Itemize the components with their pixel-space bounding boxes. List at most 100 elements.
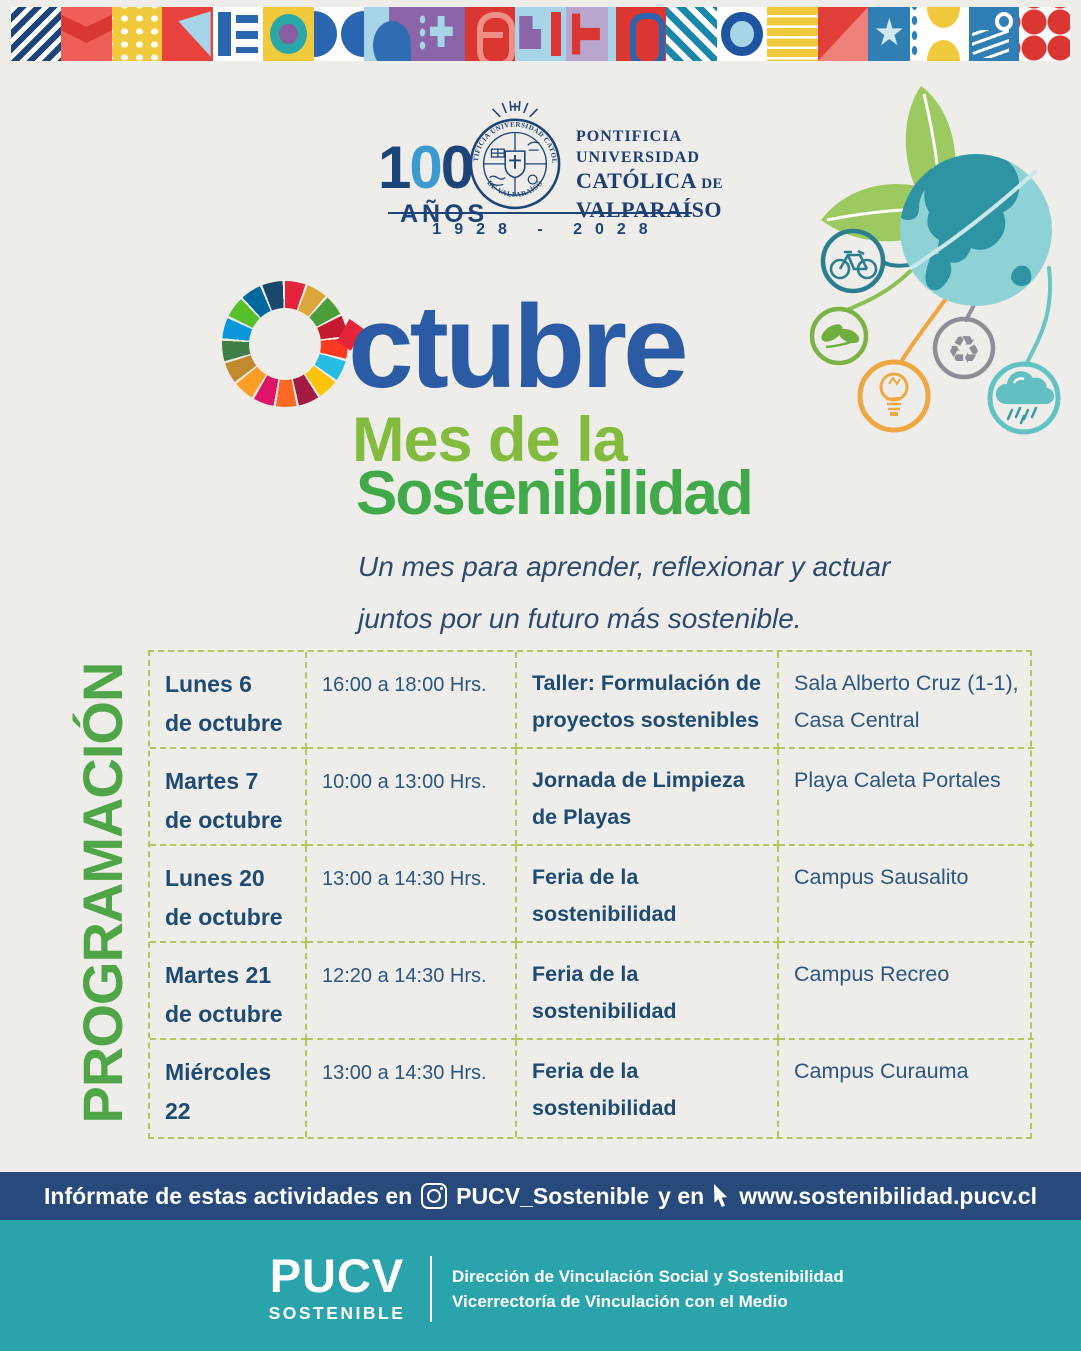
university-name: PONTIFICIA UNIVERSIDAD CATÓLICA DE VALPA… xyxy=(576,126,723,223)
banner-tile-cross-icon xyxy=(414,7,465,61)
rain-cloud-icon xyxy=(987,361,1061,435)
schedule-table: Lunes 6 de octubre 16:00 a 18:00 Hrs. Tal… xyxy=(148,650,1034,1139)
event-line2: sostenibilidad xyxy=(532,998,677,1023)
time-cell: 12:20 a 14:30 Hrs. xyxy=(307,943,517,1040)
location-line1: Sala Alberto Cruz (1-1), xyxy=(794,671,1019,695)
pucv-sostenible-logo: PUCV SOSTENIBLE xyxy=(266,1252,408,1324)
banner-tile-ring-icon xyxy=(263,7,314,61)
banner-tile-red-circles-icon xyxy=(1019,7,1070,61)
centennial-anos: AÑOS xyxy=(400,200,489,228)
event-line2: sostenibilidad xyxy=(532,1095,677,1120)
digit-1: 1 xyxy=(378,134,411,201)
banner-tile-halfdiscs-icon xyxy=(313,7,364,61)
location-cell: Playa Caleta Portales xyxy=(779,749,1034,846)
recycle-icon: ♻ xyxy=(932,316,996,380)
date-day: Miércoles 22 xyxy=(165,1059,272,1125)
earth-eco-illustration: ♻ xyxy=(809,86,1061,435)
banner-tile-star-icon xyxy=(868,7,919,61)
lockup-divider xyxy=(388,212,692,214)
banner-tile-stripes-icon xyxy=(11,7,62,61)
instagram-handle: PUCV_Sostenible xyxy=(456,1182,650,1209)
department-line2: Vicerrectoría de Vinculación con el Medi… xyxy=(452,1291,788,1311)
location-line1: Playa Caleta Portales xyxy=(794,768,1001,792)
banner-tile-eight-icon xyxy=(464,7,516,61)
banner-tile-stamp-icon xyxy=(969,7,1020,61)
date-day: Martes 21 xyxy=(165,962,272,988)
location-line2: Casa Central xyxy=(794,707,920,732)
event-line1: Feria de la xyxy=(532,865,639,889)
de-text: DE xyxy=(696,176,724,192)
time-text: 10:00 a 13:00 Hrs. xyxy=(322,771,487,793)
banner-tile-blob-icon xyxy=(363,7,415,61)
time-text: 13:00 a 14:30 Hrs. xyxy=(322,868,487,890)
sdg-color-wheel-icon xyxy=(222,281,348,407)
time-cell: 10:00 a 13:00 Hrs. xyxy=(307,749,517,846)
banner-tile-chevron-icon xyxy=(61,7,112,61)
banner-tile-bars-icon xyxy=(212,7,264,61)
location-cell: Sala Alberto Cruz (1-1), Casa Central xyxy=(779,652,1034,749)
centennial-logo: 100 AÑOS xyxy=(378,138,488,229)
date-day: Lunes 6 xyxy=(165,671,252,697)
banner-tile-halfcircles-icon xyxy=(918,7,970,61)
banner-tile-waves-icon xyxy=(767,7,818,61)
time-cell: 13:00 a 14:30 Hrs. xyxy=(307,846,517,943)
event-line2: proyectos sostenibles xyxy=(532,707,760,732)
banner-tile-mosaic-icon xyxy=(515,7,566,61)
location-cell: Campus Sausalito xyxy=(779,846,1034,943)
catolica-text: CATÓLICA xyxy=(576,168,697,193)
date-month: de octubre xyxy=(165,904,283,931)
page-title-octubre: ctubre xyxy=(348,281,689,413)
geometric-pattern-banner xyxy=(11,7,1070,61)
time-cell: 16:00 a 18:00 Hrs. xyxy=(307,652,517,749)
location-cell: Campus Curauma xyxy=(779,1040,1034,1137)
date-cell: Lunes 6 de octubre xyxy=(150,652,307,749)
university-name-line1: PONTIFICIA xyxy=(576,128,683,145)
banner-tile-bracket-icon xyxy=(565,7,617,61)
banner-tile-dots-icon xyxy=(111,7,163,61)
event-cell: Taller: Formulación de proyectos sostenib… xyxy=(517,652,779,749)
programacion-label: PROGRAMACIÓN xyxy=(71,662,134,1124)
department-line1: Dirección de Vinculación Social y Sosten… xyxy=(452,1267,844,1286)
page-subtitle-sostenibilidad: Sostenibilidad xyxy=(356,459,754,528)
centennial-years: 1928 - 2028 xyxy=(432,221,661,238)
date-month: de octubre xyxy=(165,807,283,834)
sprout-leaves-icon xyxy=(809,306,869,366)
page-subtitle-mes: Mes de la xyxy=(352,405,628,475)
tagline-line2: juntos por un futuro más sostenible. xyxy=(358,602,802,634)
date-month: de octubre xyxy=(165,1131,293,1137)
recycle-glyph: ♻ xyxy=(947,328,981,372)
time-text: 13:00 a 14:30 Hrs. xyxy=(322,1062,487,1084)
time-text: 12:20 a 14:30 Hrs. xyxy=(322,965,487,987)
brand-bar xyxy=(0,1220,1081,1351)
instagram-icon xyxy=(421,1183,448,1209)
date-cell: Martes 21 de octubre xyxy=(150,943,307,1040)
date-month: de octubre xyxy=(165,1001,283,1028)
digit-0a: 0 xyxy=(409,134,442,201)
info-bar: Infórmate de estas actividades en PUCV_S… xyxy=(0,1172,1081,1220)
pucv-name: PUCV xyxy=(269,1249,405,1302)
university-seal-icon: PONTIFICIA UNIVERSIDAD CATÓLICA DE VALPA… xyxy=(466,98,561,210)
info-connector: y en xyxy=(658,1182,705,1209)
date-month: de octubre xyxy=(165,710,283,737)
centennial-number: 100 xyxy=(378,138,488,198)
brand-divider xyxy=(430,1256,432,1322)
lightbulb-icon xyxy=(857,359,931,433)
date-day: Martes 7 xyxy=(165,768,259,794)
university-name-line3: CATÓLICA DE xyxy=(576,168,723,197)
department-text: Dirección de Vinculación Social y Sosten… xyxy=(452,1265,844,1314)
date-cell: Miércoles 22 de octubre xyxy=(150,1040,307,1137)
event-line2: de Playas xyxy=(532,804,632,829)
info-prefix: Infórmate de estas actividades en xyxy=(44,1182,413,1209)
banner-tile-teal-stripes-icon xyxy=(666,7,717,61)
website-url: www.sostenibilidad.pucv.cl xyxy=(739,1182,1037,1209)
event-cell: Feria de la sostenibilidad xyxy=(517,943,779,1040)
banner-tile-donut-icon xyxy=(716,7,768,61)
event-line2: sostenibilidad xyxy=(532,901,677,926)
date-day: Lunes 20 xyxy=(165,865,265,891)
digit-0b: 0 xyxy=(440,134,474,201)
pucv-sub: SOSTENIBLE xyxy=(268,1303,406,1323)
time-text: 16:00 a 18:00 Hrs. xyxy=(322,674,487,696)
event-line1: Feria de la xyxy=(532,962,639,986)
event-line1: Jornada de Limpieza xyxy=(532,768,745,792)
